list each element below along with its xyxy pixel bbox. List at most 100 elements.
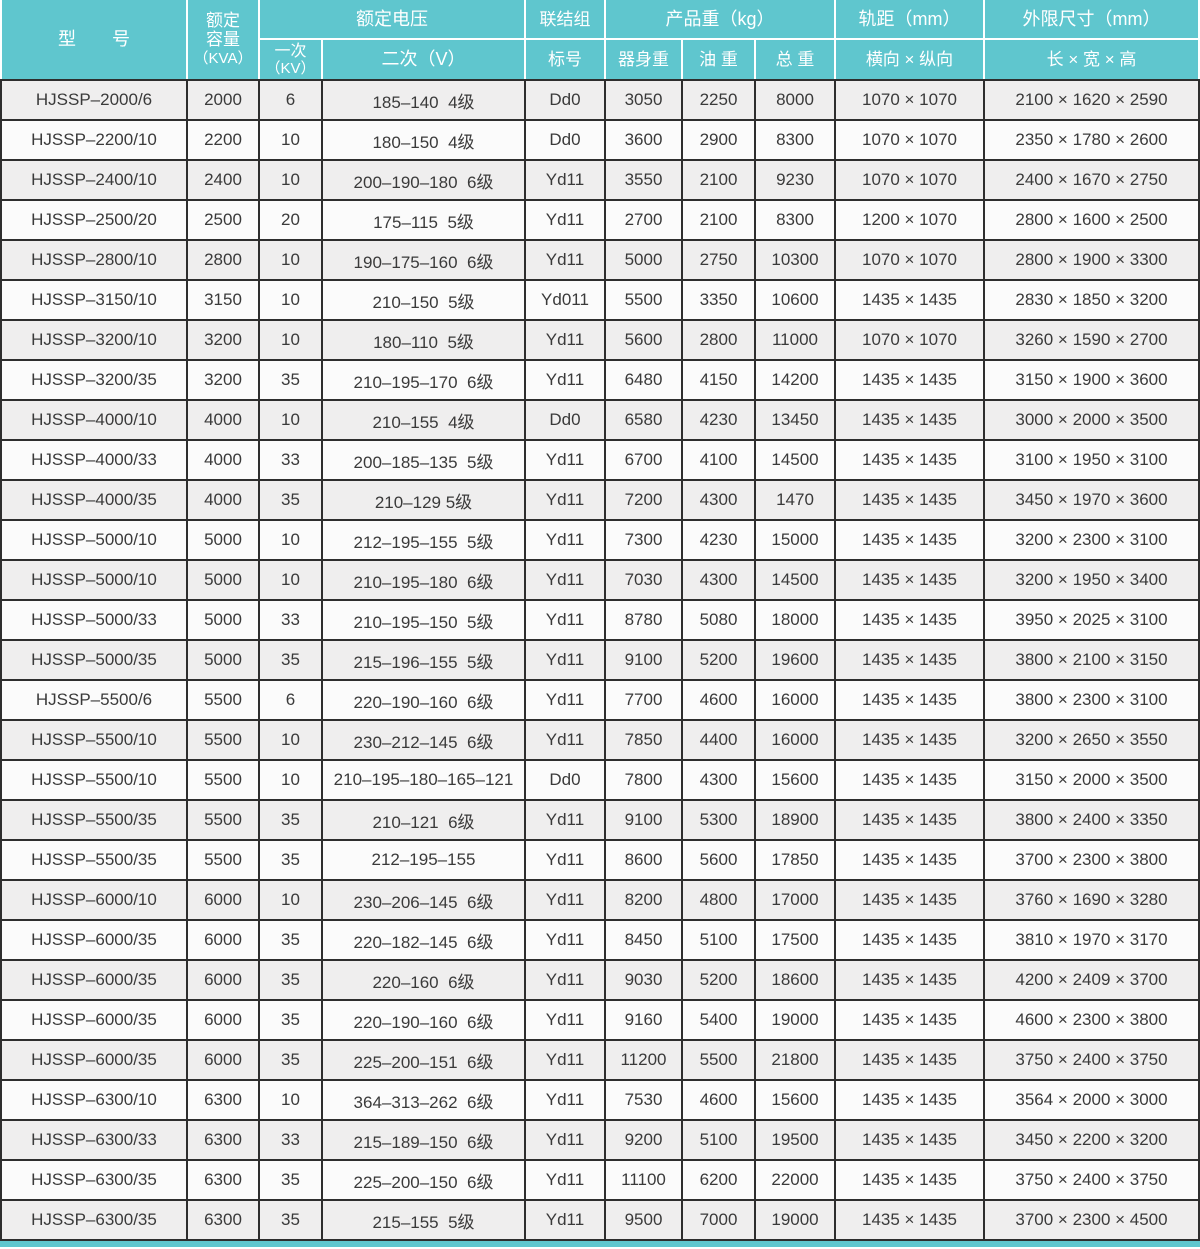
cell-dimensions: 3100 × 1950 × 3100 [985, 441, 1198, 479]
cell-capacity: 2000 [188, 81, 258, 119]
cell-capacity: 6000 [188, 1041, 258, 1079]
cell-secondary-v: 215–155 5级 [323, 1201, 524, 1239]
cell-connection-group: Yd11 [526, 601, 604, 639]
cell-body-weight: 5000 [606, 241, 681, 279]
header-model-label: 型 号 [58, 29, 130, 49]
cell-oil-weight: 4800 [683, 881, 754, 919]
cell-track-gauge: 1435 × 1435 [836, 601, 983, 639]
cell-body-weight: 3600 [606, 121, 681, 159]
cell-total-weight: 19600 [756, 641, 834, 679]
cell-oil-weight: 4100 [683, 441, 754, 479]
cell-model: HJSSP–6300/10 [2, 1081, 186, 1119]
cell-model: HJSSP–5000/35 [2, 641, 186, 679]
cell-dimensions: 4200 × 2409 × 3700 [985, 961, 1198, 999]
header-model: 型 号 [2, 0, 186, 79]
cell-model: HJSSP–3150/10 [2, 281, 186, 319]
cell-total-weight: 19000 [756, 1001, 834, 1039]
cell-connection-group: Yd11 [526, 1001, 604, 1039]
cell-model: HJSSP–6000/10 [2, 881, 186, 919]
header-track-gauge-sub-label: 横向 × 纵向 [865, 50, 954, 69]
cell-oil-weight: 4600 [683, 1081, 754, 1119]
cell-capacity: 4000 [188, 441, 258, 479]
cell-connection-group: Yd11 [526, 801, 604, 839]
cell-secondary-v: 212–195–155 5级 [323, 521, 524, 559]
cell-body-weight: 8450 [606, 921, 681, 959]
cell-track-gauge: 1435 × 1435 [836, 881, 983, 919]
cell-primary-kv: 35 [260, 361, 321, 399]
cell-total-weight: 15000 [756, 521, 834, 559]
cell-model: HJSSP–3200/35 [2, 361, 186, 399]
cell-dimensions: 2350 × 1780 × 2600 [985, 121, 1198, 159]
cell-total-weight: 11000 [756, 321, 834, 359]
cell-secondary-v: 220–190–160 6级 [323, 681, 524, 719]
cell-total-weight: 13450 [756, 401, 834, 439]
cell-oil-weight: 4300 [683, 561, 754, 599]
header-track-gauge: 轨距（mm） [836, 0, 983, 38]
cell-oil-weight: 4600 [683, 681, 754, 719]
cell-secondary-v: 220–190–160 6级 [323, 1001, 524, 1039]
cell-capacity: 5000 [188, 641, 258, 679]
cell-model: HJSSP–6000/35 [2, 1041, 186, 1079]
cell-connection-group: Yd11 [526, 641, 604, 679]
cell-body-weight: 7850 [606, 721, 681, 759]
cell-secondary-v: 190–175–160 6级 [323, 241, 524, 279]
header-primary-line1: 一次 [274, 42, 307, 60]
cell-primary-kv: 10 [260, 721, 321, 759]
cell-connection-group: Yd11 [526, 521, 604, 559]
cell-track-gauge: 1435 × 1435 [836, 921, 983, 959]
cell-capacity: 2400 [188, 161, 258, 199]
cell-connection-group: Yd011 [526, 281, 604, 319]
cell-primary-kv: 6 [260, 81, 321, 119]
cell-track-gauge: 1435 × 1435 [836, 481, 983, 519]
cell-secondary-v: 210–121 6级 [323, 801, 524, 839]
cell-capacity: 6300 [188, 1121, 258, 1159]
cell-body-weight: 11200 [606, 1041, 681, 1079]
cell-capacity: 2800 [188, 241, 258, 279]
cell-oil-weight: 2100 [683, 201, 754, 239]
cell-primary-kv: 35 [260, 801, 321, 839]
cell-body-weight: 9100 [606, 641, 681, 679]
cell-primary-kv: 35 [260, 1161, 321, 1199]
header-rated-voltage: 额定电压 [260, 0, 524, 38]
cell-dimensions: 3200 × 2300 × 3100 [985, 521, 1198, 559]
cell-total-weight: 14200 [756, 361, 834, 399]
cell-body-weight: 5600 [606, 321, 681, 359]
cell-model: HJSSP–5000/10 [2, 521, 186, 559]
cell-oil-weight: 2250 [683, 81, 754, 119]
cell-secondary-v: 210–195–150 5级 [323, 601, 524, 639]
cell-dimensions: 2830 × 1850 × 3200 [985, 281, 1198, 319]
cell-oil-weight: 2900 [683, 121, 754, 159]
cell-track-gauge: 1435 × 1435 [836, 1081, 983, 1119]
cell-track-gauge: 1435 × 1435 [836, 681, 983, 719]
cell-dimensions: 3200 × 2650 × 3550 [985, 721, 1198, 759]
cell-capacity: 5500 [188, 721, 258, 759]
cell-model: HJSSP–4000/10 [2, 401, 186, 439]
cell-connection-group: Yd11 [526, 241, 604, 279]
cell-capacity: 5500 [188, 681, 258, 719]
cell-secondary-v: 230–206–145 6级 [323, 881, 524, 919]
cell-primary-kv: 35 [260, 921, 321, 959]
cell-connection-group: Yd11 [526, 881, 604, 919]
cell-primary-kv: 10 [260, 881, 321, 919]
cell-track-gauge: 1435 × 1435 [836, 1201, 983, 1239]
cell-total-weight: 19500 [756, 1121, 834, 1159]
cell-body-weight: 7200 [606, 481, 681, 519]
cell-dimensions: 2800 × 1900 × 3300 [985, 241, 1198, 279]
cell-total-weight: 15600 [756, 761, 834, 799]
cell-secondary-v: 210–155 4级 [323, 401, 524, 439]
cell-track-gauge: 1435 × 1435 [836, 801, 983, 839]
cell-secondary-v: 215–189–150 6级 [323, 1121, 524, 1159]
cell-capacity: 3150 [188, 281, 258, 319]
header-overall-dimensions-label: 外限尺寸（mm） [1022, 8, 1161, 29]
cell-body-weight: 2700 [606, 201, 681, 239]
cell-secondary-v: 210–195–180 6级 [323, 561, 524, 599]
cell-secondary-v: 210–129 5级 [323, 481, 524, 519]
header-body-weight: 器身重 [606, 40, 681, 79]
cell-dimensions: 3450 × 2200 × 3200 [985, 1121, 1198, 1159]
cell-oil-weight: 4300 [683, 481, 754, 519]
cell-body-weight: 6700 [606, 441, 681, 479]
cell-oil-weight: 4300 [683, 761, 754, 799]
cell-track-gauge: 1435 × 1435 [836, 961, 983, 999]
cell-body-weight: 11100 [606, 1161, 681, 1199]
header-secondary-voltage: 二次（V） [323, 40, 524, 79]
